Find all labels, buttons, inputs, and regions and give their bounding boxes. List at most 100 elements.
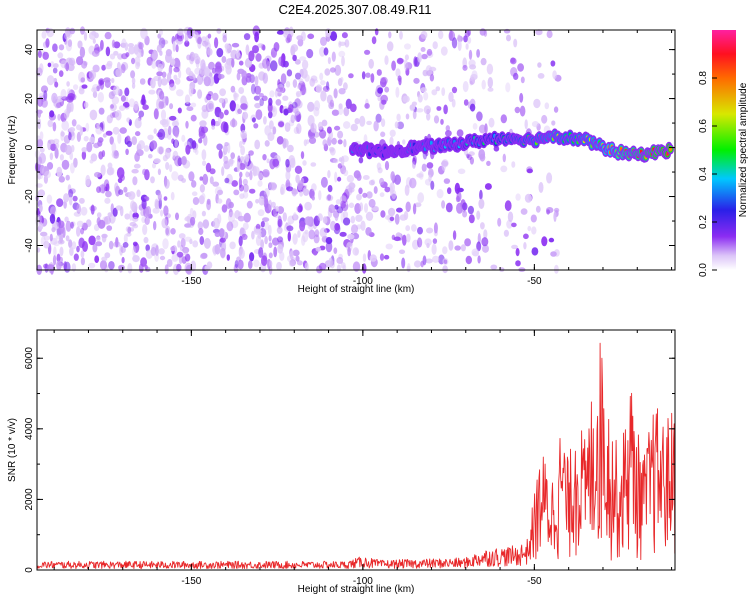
noise-blob — [128, 45, 136, 55]
y-tick-label: 0 — [24, 567, 35, 573]
noise-blob — [203, 237, 211, 249]
noise-blob — [264, 221, 270, 231]
noise-blob — [198, 228, 204, 235]
noise-blob — [381, 118, 386, 127]
noise-blob — [94, 171, 101, 178]
noise-blob — [178, 69, 182, 79]
noise-blob — [277, 244, 284, 254]
noise-blob — [257, 180, 263, 187]
noise-blob — [41, 98, 48, 108]
noise-blob — [174, 155, 182, 167]
noise-blob — [175, 212, 179, 221]
snr-x-label: Height of straight line (km) — [298, 584, 415, 595]
noise-blob — [426, 162, 434, 169]
noise-blob — [319, 46, 326, 57]
noise-blob — [373, 186, 378, 194]
noise-blob — [511, 222, 517, 228]
noise-blob — [304, 262, 309, 272]
noise-blob — [327, 185, 333, 193]
noise-blob — [246, 200, 253, 209]
noise-blob — [79, 197, 85, 204]
noise-blob — [68, 189, 74, 198]
noise-blob — [449, 29, 453, 41]
noise-blob — [418, 171, 424, 180]
noise-blob — [441, 159, 449, 168]
snr-frame — [36, 329, 676, 571]
noise-blob — [426, 227, 434, 234]
noise-blob — [59, 154, 64, 161]
noise-blob — [500, 165, 508, 173]
noise-blob — [468, 49, 473, 60]
noise-blob — [440, 118, 444, 125]
noise-blob — [404, 59, 408, 71]
noise-blob — [131, 168, 139, 174]
noise-blob — [295, 72, 301, 80]
noise-blob — [184, 223, 192, 228]
noise-blob — [177, 28, 184, 36]
noise-blob — [320, 176, 328, 188]
noise-blob — [261, 255, 268, 267]
noise-blob — [338, 106, 344, 115]
noise-blob — [358, 157, 364, 164]
noise-blob — [343, 139, 347, 148]
noise-blob — [68, 127, 76, 133]
noise-blob — [511, 244, 518, 250]
noise-blob — [253, 123, 259, 129]
noise-blob — [68, 239, 73, 249]
noise-blob — [61, 159, 70, 170]
noise-blob — [161, 71, 167, 78]
noise-blob — [402, 139, 406, 145]
noise-blob — [127, 226, 132, 234]
noise-blob — [233, 93, 240, 98]
noise-blob — [211, 118, 216, 127]
noise-blob — [544, 102, 550, 110]
noise-blob — [94, 32, 99, 39]
noise-blob — [537, 73, 545, 79]
noise-blob — [338, 88, 346, 95]
noise-blob — [417, 94, 423, 103]
noise-blob — [249, 252, 255, 262]
noise-blob — [140, 27, 148, 40]
noise-blob — [322, 216, 328, 224]
noise-blob — [161, 218, 168, 229]
noise-blob — [65, 62, 69, 72]
noise-blob — [49, 110, 55, 118]
noise-blob — [184, 253, 191, 262]
noise-blob — [190, 102, 197, 108]
noise-blob — [531, 247, 539, 256]
noise-blob — [308, 136, 317, 144]
noise-blob — [261, 95, 268, 102]
noise-blob — [132, 176, 138, 186]
noise-blob — [168, 125, 172, 136]
noise-blob — [238, 235, 243, 247]
noise-blob — [468, 151, 475, 156]
x-tick-label: -50 — [527, 276, 542, 287]
noise-blob — [236, 72, 241, 81]
noise-blob — [94, 255, 100, 263]
noise-blob — [205, 162, 212, 173]
noise-blob — [268, 181, 274, 191]
noise-blob — [383, 254, 390, 260]
noise-blob — [221, 56, 227, 63]
noise-blob — [238, 60, 244, 66]
noise-blob — [476, 49, 480, 58]
noise-blob — [49, 152, 54, 161]
noise-blob — [394, 174, 401, 185]
noise-blob — [57, 113, 61, 121]
noise-blob — [80, 250, 85, 258]
noise-blob — [201, 210, 206, 217]
noise-blob — [520, 208, 528, 215]
noise-blob — [253, 166, 260, 176]
noise-blob — [462, 202, 468, 211]
noise-blob — [163, 205, 169, 216]
noise-blob — [389, 216, 395, 222]
noise-blob — [255, 199, 260, 204]
noise-blob — [310, 162, 317, 167]
noise-blob — [476, 241, 482, 252]
noise-blob — [217, 74, 225, 79]
noise-blob — [292, 106, 299, 114]
noise-blob — [294, 98, 301, 107]
noise-blob — [184, 32, 189, 43]
noise-blob — [234, 260, 239, 269]
noise-blob — [53, 221, 60, 230]
